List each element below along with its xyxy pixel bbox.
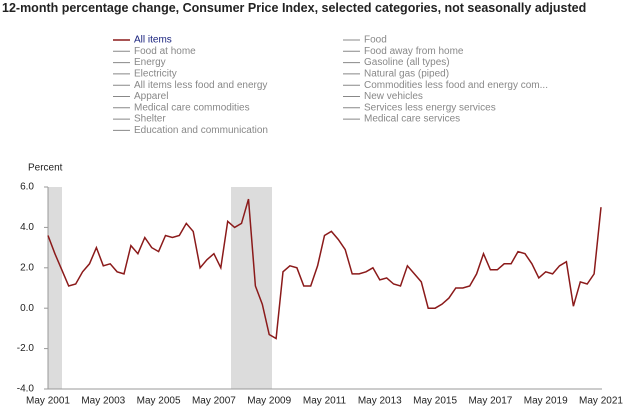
legend-label: Apparel bbox=[134, 91, 168, 102]
y-tick-label: -4.0 bbox=[17, 384, 35, 395]
y-tick-label: 0.0 bbox=[20, 303, 34, 314]
legend-label: Food away from home bbox=[364, 46, 464, 57]
x-tick-label: May 2011 bbox=[303, 396, 347, 407]
chart-title: 12-month percentage change, Consumer Pri… bbox=[2, 1, 587, 15]
x-tick-label: May 2007 bbox=[192, 396, 236, 407]
legend-label: Commodities less food and energy com... bbox=[364, 80, 548, 91]
y-tick-label: 6.0 bbox=[20, 182, 34, 193]
legend-label: Food bbox=[364, 35, 387, 46]
y-tick-label: 2.0 bbox=[20, 262, 34, 273]
legend-label: All items less food and energy bbox=[134, 80, 267, 91]
x-tick-label: May 2015 bbox=[413, 396, 457, 407]
x-tick-label: May 2017 bbox=[468, 396, 512, 407]
legend-label: Medical care commodities bbox=[134, 102, 250, 113]
x-tick-label: May 2003 bbox=[81, 396, 125, 407]
legend-label: Shelter bbox=[134, 114, 166, 125]
legend-label: Services less energy services bbox=[364, 102, 496, 113]
legend-label: Medical care services bbox=[364, 114, 460, 125]
legend-label: Food at home bbox=[134, 46, 196, 57]
legend-label: Electricity bbox=[134, 69, 177, 80]
legend-label: New vehicles bbox=[364, 91, 423, 102]
recession-shade bbox=[231, 187, 272, 389]
legend-label: Energy bbox=[134, 57, 166, 68]
legend-label: All items bbox=[134, 35, 172, 46]
legend-label: Education and communication bbox=[134, 125, 268, 136]
series-line bbox=[47, 198, 602, 340]
y-tick-label: -2.0 bbox=[17, 343, 35, 354]
x-tick-label: May 2019 bbox=[524, 396, 568, 407]
x-tick-label: May 2013 bbox=[358, 396, 402, 407]
y-axis-label: Percent bbox=[28, 163, 63, 174]
legend-label: Gasoline (all types) bbox=[364, 57, 450, 68]
legend-label: Natural gas (piped) bbox=[364, 69, 449, 80]
recession-shade bbox=[48, 187, 62, 389]
x-tick-label: May 2005 bbox=[137, 396, 181, 407]
x-tick-label: May 2001 bbox=[26, 396, 70, 407]
y-tick-label: 4.0 bbox=[20, 222, 34, 233]
x-tick-label: May 2021 bbox=[579, 396, 623, 407]
x-tick-label: May 2009 bbox=[247, 396, 291, 407]
